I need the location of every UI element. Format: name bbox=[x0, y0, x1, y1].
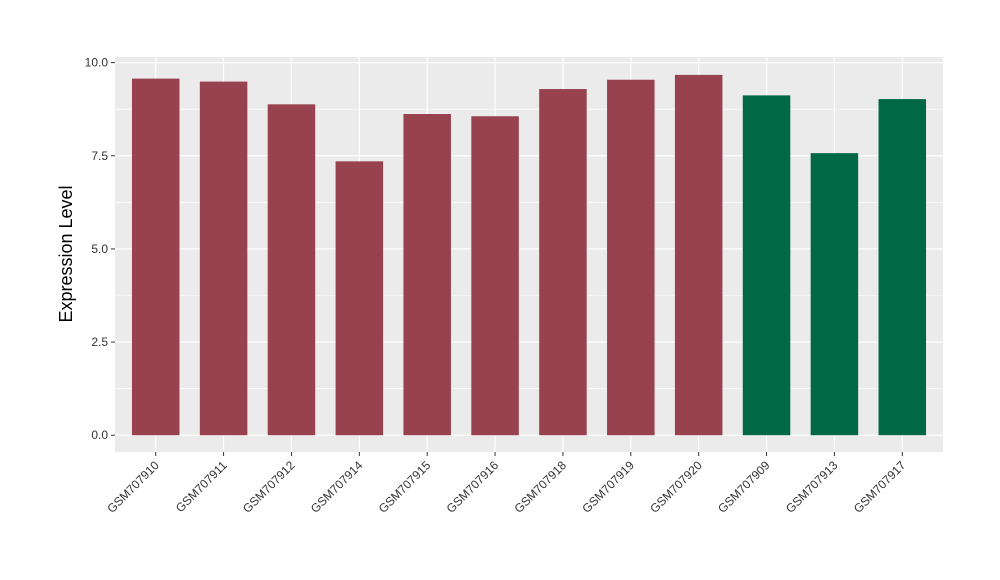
x-tick-label: GSM707910 bbox=[104, 458, 162, 516]
x-tick-label: GSM707920 bbox=[647, 458, 705, 516]
bar-GSM707914 bbox=[335, 161, 384, 436]
bar-GSM707912 bbox=[267, 104, 316, 436]
x-tick-label: GSM707916 bbox=[444, 458, 502, 516]
y-tick-label: 5.0 bbox=[91, 242, 108, 256]
x-tick-label: GSM707913 bbox=[783, 458, 841, 516]
bar-GSM707920 bbox=[674, 74, 723, 436]
y-axis-ticks: 0.0 2.5 5.0 7.5 10.0 bbox=[85, 56, 115, 442]
x-tick-label: GSM707914 bbox=[308, 458, 366, 516]
bar-GSM707910 bbox=[131, 78, 180, 436]
bar-GSM707919 bbox=[607, 79, 655, 436]
x-tick-label: GSM707915 bbox=[376, 458, 434, 516]
y-tick-label: 2.5 bbox=[91, 335, 108, 349]
minor-gridlines bbox=[115, 108, 943, 389]
y-axis-title: Expression Level bbox=[56, 185, 76, 322]
x-tick-label: GSM707917 bbox=[851, 458, 909, 516]
bars bbox=[131, 74, 927, 436]
x-tick-label: GSM707909 bbox=[715, 458, 773, 516]
bar-GSM707915 bbox=[403, 114, 451, 436]
x-tick-label: GSM707911 bbox=[173, 458, 230, 515]
x-tick-label: GSM707919 bbox=[579, 458, 637, 516]
x-axis-ticks: GSM707910 GSM707911 GSM707912 GSM707914 GSM7… bbox=[104, 452, 909, 516]
x-tick-label: GSM707918 bbox=[512, 458, 570, 516]
x-tick-label: GSM707912 bbox=[240, 458, 298, 516]
plot-panel bbox=[115, 57, 943, 452]
bar-GSM707913 bbox=[810, 153, 859, 436]
bar-GSM707909 bbox=[742, 95, 791, 436]
bar-GSM707918 bbox=[539, 89, 587, 436]
y-tick-label: 7.5 bbox=[91, 149, 108, 163]
bar-GSM707917 bbox=[878, 99, 927, 436]
y-tick-label: 0.0 bbox=[91, 428, 108, 442]
bar-GSM707916 bbox=[471, 116, 519, 436]
y-tick-label: 10.0 bbox=[85, 56, 109, 70]
bar-GSM707911 bbox=[199, 81, 248, 436]
